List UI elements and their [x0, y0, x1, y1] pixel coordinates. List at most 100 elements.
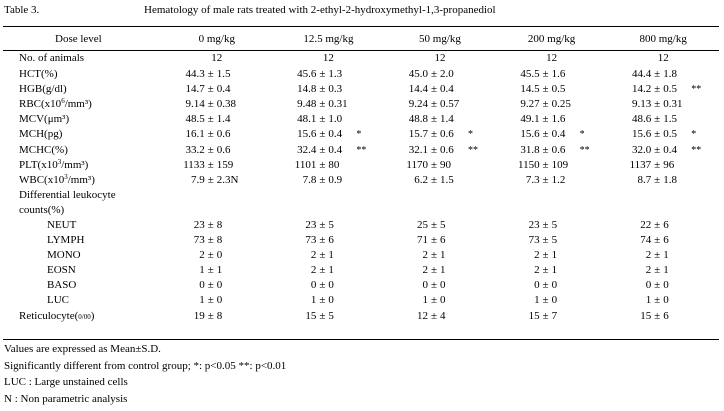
plus-minus-symbol: ± — [654, 218, 661, 231]
dose-header: 50 mg/kg — [419, 33, 461, 45]
sd-value: 1 — [551, 249, 558, 262]
sd-value: 1.5 — [216, 68, 231, 81]
value-cell: 1133 ±159 — [161, 158, 273, 173]
plus-minus-symbol: ± — [542, 98, 549, 111]
sd-value: 109 — [551, 158, 569, 171]
value-cell: 32.1 ±0.6 ** — [384, 142, 496, 157]
mean-value: 15.6 — [520, 128, 540, 141]
value-cell: 73 ±6 — [273, 233, 385, 248]
value-cell: 15.6 ±0.4 * — [273, 127, 385, 142]
sd-value: 6 — [328, 234, 334, 247]
value-cell: 15 ±6 — [607, 309, 719, 325]
sd-value: 0.4 — [328, 143, 343, 156]
sd-value: 1 — [216, 264, 223, 277]
plus-minus-symbol: ± — [207, 249, 214, 262]
plus-minus-symbol: ± — [654, 249, 661, 262]
plus-minus-symbol: ± — [207, 310, 214, 322]
plus-minus-symbol: ± — [319, 218, 326, 231]
sd-value: 0.4 — [439, 83, 454, 96]
plus-minus-symbol: ± — [319, 294, 326, 307]
sd-value: 0 — [663, 294, 669, 307]
mean-value: 2 — [310, 264, 317, 277]
sd-value: 0 — [439, 279, 446, 292]
plus-minus-symbol: ± — [430, 113, 437, 126]
plus-minus-symbol: ± — [319, 128, 326, 141]
plus-minus-symbol: ± — [319, 264, 326, 277]
table-number: Table 3. — [4, 4, 40, 16]
sd-value: 1 — [328, 264, 334, 277]
plus-minus-symbol: ± — [207, 158, 214, 171]
table-row: PLT(x103/mm³) 1133 ±159 1101 ±80 1170 ±90 1150 ±… — [3, 158, 719, 173]
section-heading: counts(%) — [19, 203, 65, 216]
plus-minus-symbol: ± — [654, 294, 661, 307]
label-text: ) — [90, 309, 95, 322]
value-cell: 2 ±1 — [496, 248, 608, 263]
section-heading-row: Differential leukocyte — [3, 188, 719, 203]
plus-minus-symbol: ± — [542, 249, 549, 262]
sd-value: 2.3N — [216, 173, 239, 186]
table-row: WBC(x103/mm³) 7.9 ±2.3N 7.8 ±0.9 6.2 ±1.5 7.3 ±1… — [3, 173, 719, 188]
plus-minus-symbol: ± — [654, 68, 661, 81]
mean-value: 2 — [534, 264, 540, 277]
mean-value: 32.4 — [297, 143, 317, 156]
plus-minus-symbol: ± — [542, 218, 549, 231]
dose-header: 12.5 mg/kg — [303, 33, 354, 45]
value-cell: 1 ±0 — [161, 293, 273, 308]
row-label: NEUT — [47, 218, 77, 231]
mean-value: 15.6 — [631, 128, 652, 141]
label-unit: /mm³) — [61, 158, 89, 171]
plus-minus-symbol: ± — [207, 83, 214, 96]
mean-value: 32.1 — [408, 143, 428, 156]
value-cell: 16.1 ±0.6 — [161, 127, 273, 142]
plus-minus-symbol: ± — [207, 279, 214, 292]
sd-value: 0.5 — [551, 83, 566, 96]
plus-minus-symbol: ± — [542, 113, 549, 126]
sd-value: 0.3 — [328, 83, 343, 96]
plus-minus-symbol: ± — [430, 310, 437, 322]
mean-value: 0 — [534, 279, 540, 292]
label-exponent: 3 — [57, 157, 62, 166]
table-row: MCV(μm³) 48.5 ±1.4 48.1 ±1.0 48.8 ±1.4 49.1 ±1.6… — [3, 112, 719, 127]
mean-value: 33.2 — [185, 143, 205, 156]
value-cell: 2 ±1 — [496, 263, 608, 278]
mean-value: 45.6 — [297, 68, 317, 81]
table-row: HGB(g/dl) 14.7 ±0.4 14.8 ±0.3 14.4 ±0.4 14.5 ±0.… — [3, 82, 719, 97]
mean-value: 49.1 — [520, 113, 540, 126]
value-cell: 49.1 ±1.6 — [496, 112, 608, 127]
plus-minus-symbol: ± — [319, 249, 326, 262]
sd-value: 1.6 — [551, 68, 566, 81]
mean-value: 9.27 — [520, 98, 540, 111]
value-cell: 0 ±0 — [607, 278, 719, 293]
sd-value: 5 — [551, 234, 558, 247]
mean-value: 23 — [305, 218, 317, 231]
value-cell: 1 ±0 — [273, 293, 385, 308]
mean-value: 23 — [193, 218, 205, 231]
mean-value: 74 — [640, 234, 652, 247]
plus-minus-symbol: ± — [319, 68, 326, 81]
value-cell: 1137 ±96 — [607, 158, 719, 173]
plus-minus-symbol: ± — [542, 143, 549, 156]
mean-value: 15.6 — [297, 128, 317, 141]
table-row: MCH(pg) 16.1 ±0.6 15.6 ±0.4 * 15.7 ±0.6 * 15.6 ±0.… — [3, 127, 719, 142]
animal-count: 12 — [546, 51, 558, 64]
mean-value: 45.0 — [408, 68, 428, 81]
mean-value: 48.8 — [408, 113, 428, 126]
value-cell: 9.14 ±0.38 — [161, 97, 273, 112]
mean-value: 7.9 — [191, 173, 205, 186]
mean-value: 1 — [310, 294, 317, 307]
sd-value: 1.5 — [663, 113, 677, 126]
sd-value: 1.8 — [663, 68, 677, 81]
sd-value: 0.9 — [328, 173, 343, 186]
row-label: BASO — [47, 279, 77, 292]
mean-value: 1 — [645, 294, 652, 307]
sd-value: 0.6 — [551, 143, 566, 156]
bottom-rule — [3, 339, 719, 340]
mean-value: 15 — [640, 310, 652, 322]
sd-value: 8 — [216, 234, 223, 247]
sd-value: 1 — [663, 249, 669, 262]
sd-value: 0 — [663, 279, 669, 292]
value-cell: 73 ±8 — [161, 233, 273, 248]
mean-value: 0 — [645, 279, 652, 292]
mean-value: 8.7 — [637, 173, 652, 186]
sd-value: 8 — [216, 310, 223, 322]
